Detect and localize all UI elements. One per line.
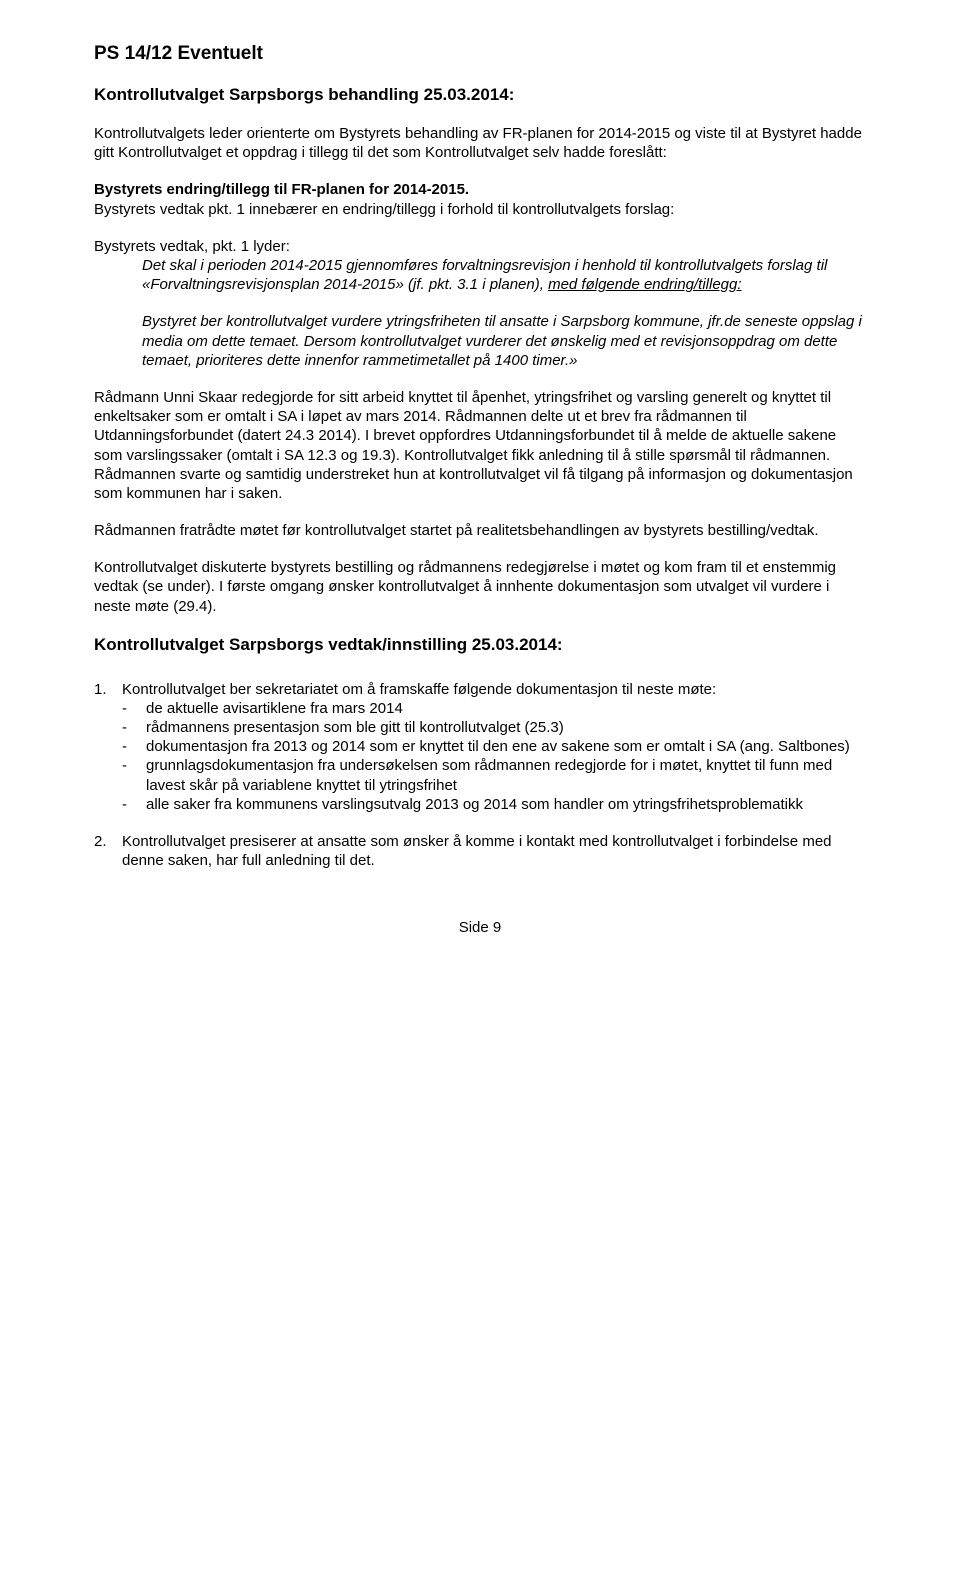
sublist-text: grunnlagsdokumentasjon fra undersøkelsen…: [146, 756, 866, 794]
intro-paragraph: Kontrollutvalgets leder orienterte om By…: [94, 124, 866, 162]
dash-icon: -: [122, 756, 146, 794]
dash-icon: -: [122, 699, 146, 718]
bold-subheading: Bystyrets endring/tillegg til FR-planen …: [94, 180, 866, 199]
dash-icon: -: [122, 795, 146, 814]
vedtak-lead: Bystyrets vedtak, pkt. 1 lyder:: [94, 237, 866, 256]
sublist: - de aktuelle avisartiklene fra mars 201…: [122, 699, 866, 814]
list-item: 1. Kontrollutvalget ber sekretariatet om…: [94, 680, 866, 814]
dash-icon: -: [122, 718, 146, 737]
italic-block-2: Bystyret ber kontrollutvalget vurdere yt…: [94, 312, 866, 370]
paragraph-after-bold: Bystyrets vedtak pkt. 1 innebærer en end…: [94, 200, 866, 219]
sublist-text: alle saker fra kommunens varslingsutvalg…: [146, 795, 866, 814]
page-footer: Side 9: [94, 918, 866, 937]
paragraph-3: Rådmann Unni Skaar redegjorde for sitt a…: [94, 388, 866, 503]
section-2-heading: Kontrollutvalget Sarpsborgs vedtak/innst…: [94, 634, 866, 656]
sublist-item: - de aktuelle avisartiklene fra mars 201…: [122, 699, 866, 718]
list-text: Kontrollutvalget ber sekretariatet om å …: [122, 680, 866, 699]
list-text: Kontrollutvalget presiserer at ansatte s…: [122, 832, 866, 870]
numbered-list: 1. Kontrollutvalget ber sekretariatet om…: [94, 680, 866, 871]
dash-icon: -: [122, 737, 146, 756]
list-body: Kontrollutvalget ber sekretariatet om å …: [122, 680, 866, 814]
sublist-item: - rådmannens presentasjon som ble gitt t…: [122, 718, 866, 737]
sublist-item: - alle saker fra kommunens varslingsutva…: [122, 795, 866, 814]
section-1-heading: Kontrollutvalget Sarpsborgs behandling 2…: [94, 84, 866, 106]
paragraph-5: Kontrollutvalget diskuterte bystyrets be…: [94, 558, 866, 616]
list-number: 1.: [94, 680, 122, 814]
sublist-text: de aktuelle avisartiklene fra mars 2014: [146, 699, 866, 718]
page-title: PS 14/12 Eventuelt: [94, 42, 866, 66]
paragraph-4: Rådmannen fratrådte møtet før kontrollut…: [94, 521, 866, 540]
italic-block-1: Det skal i perioden 2014-2015 gjennomfør…: [94, 256, 866, 294]
sublist-item: - grunnlagsdokumentasjon fra undersøkels…: [122, 756, 866, 794]
list-item: 2. Kontrollutvalget presiserer at ansatt…: [94, 832, 866, 870]
sublist-text: rådmannens presentasjon som ble gitt til…: [146, 718, 866, 737]
sublist-item: - dokumentasjon fra 2013 og 2014 som er …: [122, 737, 866, 756]
list-number: 2.: [94, 832, 122, 870]
list-body: Kontrollutvalget presiserer at ansatte s…: [122, 832, 866, 870]
italic-underlined-text: med følgende endring/tillegg:: [548, 276, 741, 293]
sublist-text: dokumentasjon fra 2013 og 2014 som er kn…: [146, 737, 866, 756]
